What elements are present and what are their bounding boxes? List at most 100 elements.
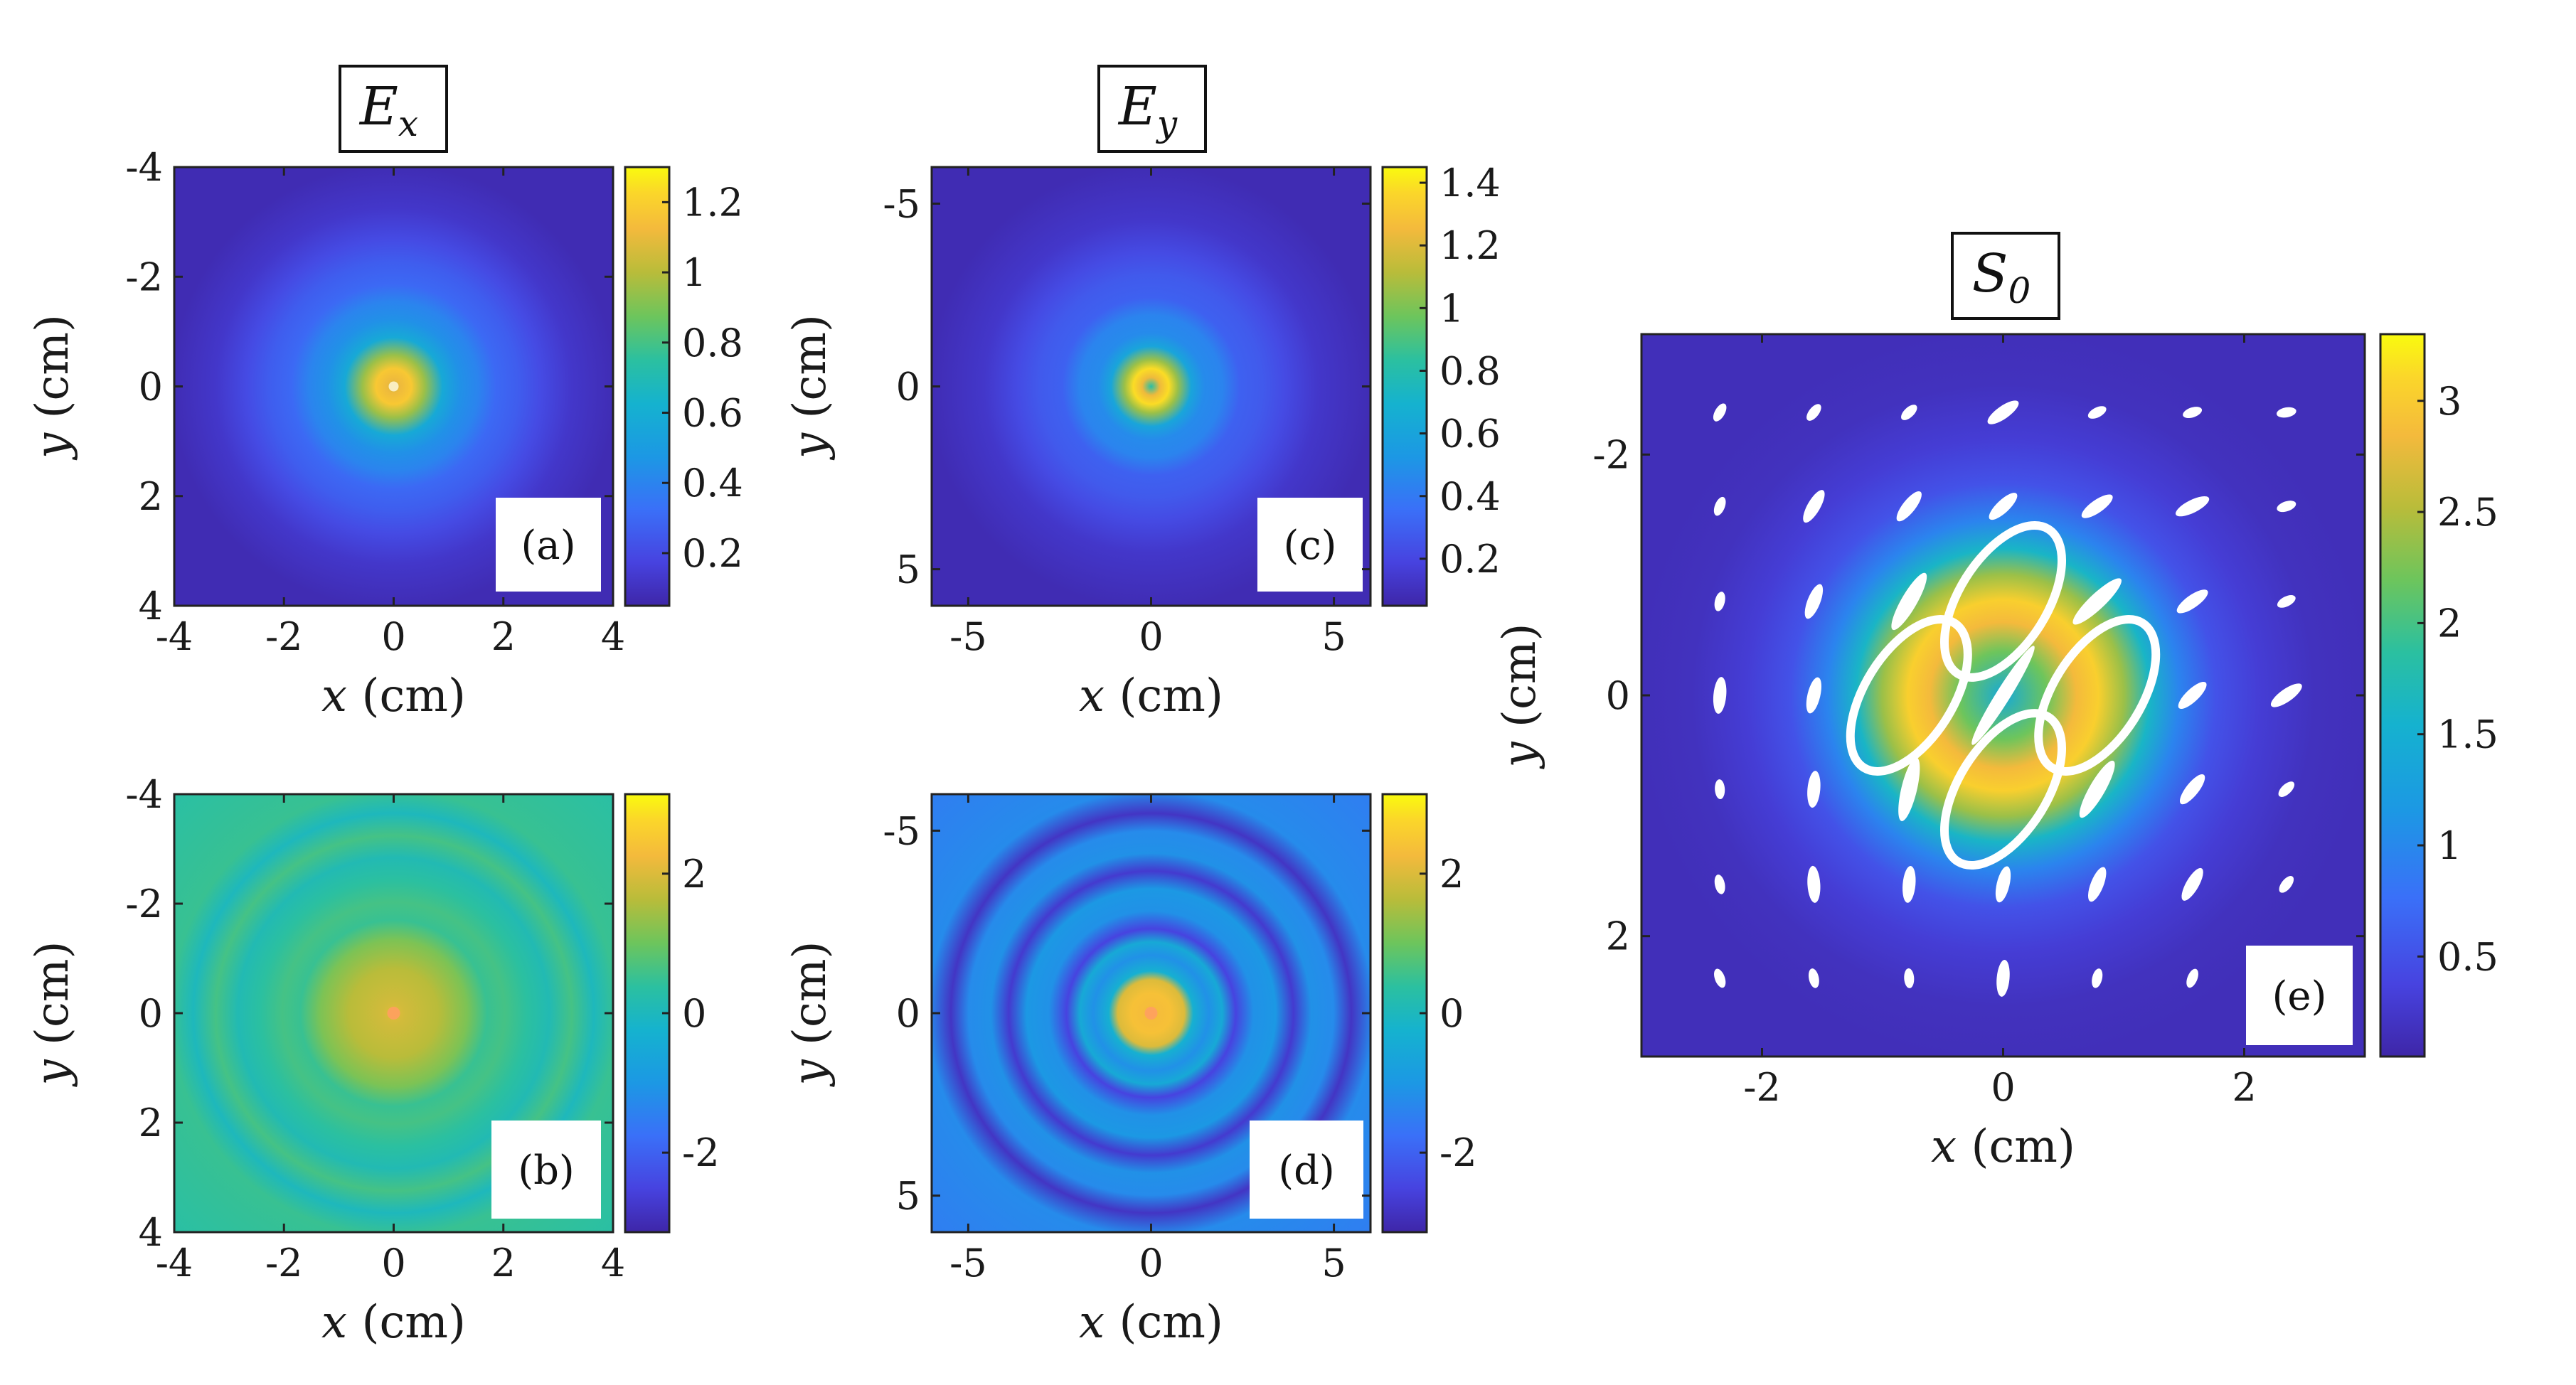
polarization-ellipse xyxy=(2176,589,2208,614)
colorbar-tick-label: 1.5 xyxy=(2437,712,2498,757)
polarization-ellipse xyxy=(1806,677,1821,714)
panel-title-c: Ey xyxy=(1117,76,1178,144)
panel-label-box-e xyxy=(2246,946,2353,1045)
y-tick-label: 2 xyxy=(139,474,163,519)
x-tick-label: 2 xyxy=(2232,1065,2256,1110)
colorbar-tick-label: 0.2 xyxy=(682,531,743,576)
y-axis-label: y (cm) xyxy=(26,314,79,461)
polarization-ellipse xyxy=(1713,403,1727,422)
panel-label-box-a xyxy=(496,498,601,592)
polarization-ellipse xyxy=(1807,865,1821,903)
polarization-ellipse-large xyxy=(2034,615,2161,776)
x-tick-label: 0 xyxy=(381,1241,405,1285)
polarization-ellipse xyxy=(1808,968,1819,988)
x-tick-label: -2 xyxy=(265,1241,303,1285)
polarization-ellipse xyxy=(1714,592,1725,611)
colorbar-tick-label: 1.2 xyxy=(682,180,743,225)
x-axis-label: x (cm) xyxy=(321,670,466,722)
polarization-ellipse-large xyxy=(1846,615,1972,776)
x-tick-label: 0 xyxy=(1139,1241,1163,1285)
polarization-ellipse xyxy=(1713,677,1727,714)
colorbar-tick-label: 1.4 xyxy=(1439,161,1501,205)
x-tick-label: -4 xyxy=(156,1241,193,1285)
panel-label-box-d xyxy=(1250,1121,1363,1219)
polarization-ellipse-large xyxy=(1939,709,2067,870)
polarization-ellipse xyxy=(2087,406,2107,419)
colorbar-tick-label: 1.2 xyxy=(1439,223,1501,268)
x-tick-label: -2 xyxy=(265,614,303,659)
x-tick-label: 0 xyxy=(1139,614,1163,659)
polarization-ellipse xyxy=(2176,496,2210,517)
colorbar-tick-label: 0.6 xyxy=(1439,412,1501,456)
title-box-e xyxy=(1951,232,2060,320)
polarization-ellipse xyxy=(2186,968,2198,988)
colorbar-tick-label: 2 xyxy=(1439,852,1464,897)
y-axis-label: y (cm) xyxy=(784,941,836,1088)
polarization-ellipse xyxy=(1987,400,2019,424)
colorbar-d xyxy=(1381,793,1428,1234)
y-tick-label: 4 xyxy=(139,584,163,629)
center-dot-b xyxy=(387,1007,400,1020)
polarization-ellipse xyxy=(2072,578,2122,625)
colorbar-tick-label: 3 xyxy=(2437,379,2461,424)
polarization-ellipse-center xyxy=(1971,646,2035,745)
polarization-ellipse xyxy=(1715,779,1725,800)
panel-title-a: Ex xyxy=(358,76,418,144)
polarization-ellipse-large xyxy=(1939,520,2067,682)
y-tick-label: -4 xyxy=(125,772,163,817)
x-tick-label: 5 xyxy=(1321,614,1346,659)
y-tick-label: 4 xyxy=(139,1210,163,1255)
x-axis-label: x (cm) xyxy=(1079,1296,1223,1349)
colorbar-tick-label: 0 xyxy=(682,991,706,1036)
colorbar-tick-label: -2 xyxy=(682,1130,720,1175)
polarization-ellipse xyxy=(1989,493,2018,520)
polarization-ellipse xyxy=(2092,968,2103,988)
title-box-a xyxy=(339,65,448,153)
y-tick-label: -5 xyxy=(883,181,920,226)
polarization-ellipses xyxy=(1713,400,2302,997)
polarization-ellipse xyxy=(2277,501,2296,513)
polarization-ellipse xyxy=(2183,407,2203,419)
polarization-ellipse xyxy=(1898,757,1920,821)
x-tick-label: 4 xyxy=(601,1241,625,1285)
polarization-ellipse xyxy=(1803,490,1825,523)
polarization-ellipse xyxy=(1904,968,1915,988)
x-axis-label: x (cm) xyxy=(1931,1121,2075,1173)
colorbar-tick-label: 0.6 xyxy=(682,391,743,436)
x-tick-label: 0 xyxy=(1991,1065,2015,1110)
polarization-ellipse xyxy=(2087,867,2107,902)
x-tick-label: -5 xyxy=(949,1241,987,1285)
panel-d: (d) -5 0 5 -5 0 5 x (cm) y (cm) -2 0 2 xyxy=(784,793,1477,1349)
y-axis-label: y (cm) xyxy=(784,314,836,461)
y-tick-label: 2 xyxy=(1606,914,1630,959)
colorbar-tick-label: 0.5 xyxy=(2437,934,2498,979)
center-dot-a xyxy=(388,381,399,392)
colorbar-a xyxy=(624,166,671,607)
y-axis-label: y (cm) xyxy=(26,941,79,1088)
y-tick-label: 0 xyxy=(896,365,920,410)
x-axis-label: x (cm) xyxy=(1079,670,1223,722)
colorbar-tick-label: 1 xyxy=(682,250,706,295)
x-tick-label: -4 xyxy=(156,614,193,659)
panel-label-e: (e) xyxy=(2272,973,2327,1020)
colorbar-e xyxy=(2379,333,2426,1058)
polarization-ellipse xyxy=(1807,771,1821,808)
x-tick-label: 2 xyxy=(491,1241,516,1285)
polarization-ellipse xyxy=(1995,866,2011,903)
x-tick-label: -2 xyxy=(1743,1065,1781,1110)
polarization-ellipse xyxy=(2279,876,2294,893)
polarization-ellipse xyxy=(1902,865,1916,903)
panel-e: (e) -2 0 2 -2 0 2 x (cm) y (cm) 0.5 1 1.5 2 2.5 3 S0 xyxy=(1494,232,2498,1173)
polarization-ellipse xyxy=(1714,968,1726,988)
colorbar-tick-label: 2 xyxy=(2437,601,2461,646)
y-tick-label: -2 xyxy=(1592,432,1630,477)
y-axis-label: y (cm) xyxy=(1494,624,1546,770)
polarization-ellipse xyxy=(2178,682,2207,709)
y-tick-label: -2 xyxy=(125,255,163,299)
y-tick-label: -2 xyxy=(125,882,163,926)
polarization-ellipse xyxy=(2278,781,2295,797)
polarization-ellipse xyxy=(1713,496,1726,516)
